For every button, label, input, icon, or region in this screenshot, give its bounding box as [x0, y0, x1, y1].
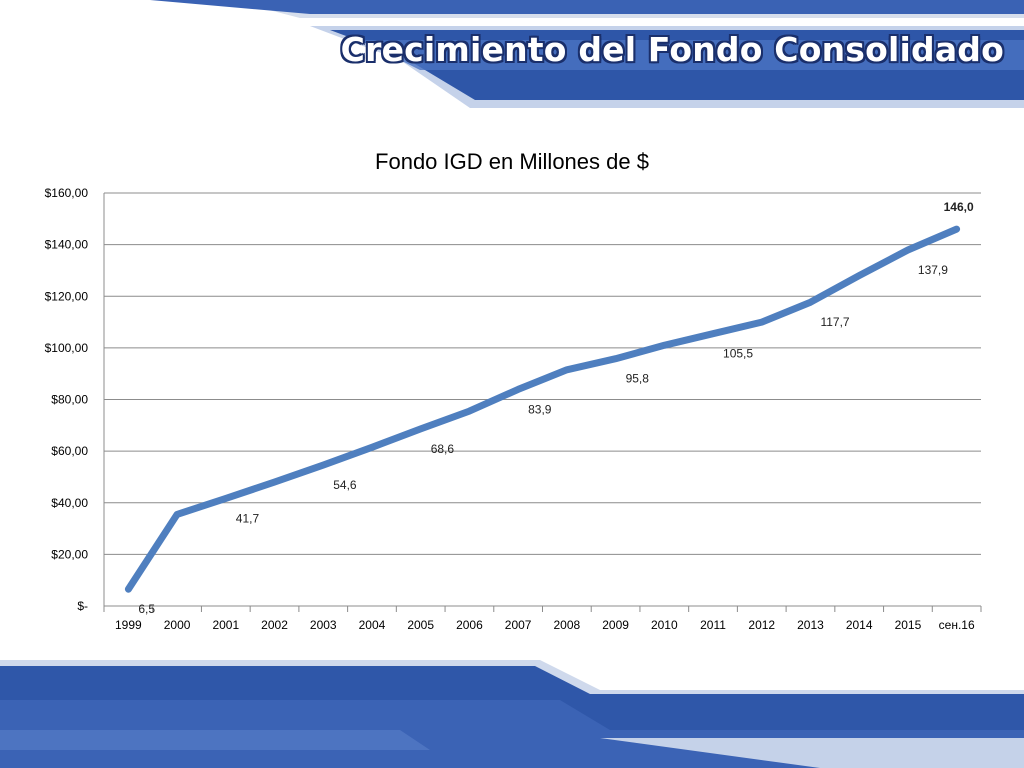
y-tick-label: $140,00: [45, 238, 89, 252]
data-label: 68,6: [431, 442, 455, 456]
y-tick-label: $80,00: [51, 393, 88, 407]
x-tick-label: 2004: [359, 618, 386, 632]
header-band: [120, 0, 1024, 108]
data-label: 146,0: [944, 200, 974, 214]
chart-title: Fondo IGD en Millones de $: [375, 149, 649, 174]
x-tick-label: 2000: [164, 618, 191, 632]
data-label: 137,9: [918, 263, 948, 277]
x-tick-label: 2009: [602, 618, 629, 632]
data-label: 105,5: [723, 347, 753, 361]
data-label: 117,7: [820, 315, 849, 329]
y-tick-label: $40,00: [51, 496, 88, 510]
footer-band: [0, 660, 1024, 768]
x-tick-label: 2005: [407, 618, 434, 632]
x-tick-label: 2008: [554, 618, 581, 632]
x-tick-label: 2013: [797, 618, 824, 632]
data-label: 83,9: [528, 402, 552, 416]
series-line-path: [124, 225, 961, 593]
y-tick-label: $160,00: [45, 186, 89, 200]
x-tick-label: 2003: [310, 618, 337, 632]
series-line: [124, 225, 961, 593]
x-tick-label: 2007: [505, 618, 532, 632]
x-tick-label: 2012: [748, 618, 775, 632]
x-tick-labels: 1999 2000 2001 2002 2003 2004 2005 2006 2007 2008…: [115, 618, 975, 632]
y-tick-label: $120,00: [45, 289, 89, 303]
x-tick-label: 2006: [456, 618, 483, 632]
y-tick-label: $60,00: [51, 444, 88, 458]
x-tick-label: сен.16: [939, 618, 975, 632]
y-tick-label: $-: [77, 599, 88, 613]
gridlines: [104, 192, 981, 555]
data-label: 95,8: [626, 372, 650, 386]
data-label: 6,5: [138, 602, 155, 616]
y-tick-label: $20,00: [51, 547, 88, 561]
x-tick-label: 2015: [895, 618, 922, 632]
data-labels: 6,5 41,7 54,6 68,6 83,9 95,8 105,5 117,7 137,9 14…: [138, 200, 974, 616]
x-tick-label: 2011: [700, 618, 726, 632]
y-tick-label: $100,00: [45, 341, 89, 355]
x-tick-label: 2010: [651, 618, 678, 632]
data-label: 54,6: [333, 478, 357, 492]
x-tick-label: 1999: [115, 618, 142, 632]
y-tick-labels: $- $20,00 $40,00 $60,00 $80,00 $100,00 $120,00…: [45, 186, 89, 613]
data-label: 41,7: [236, 511, 260, 525]
x-tick-label: 2002: [261, 618, 288, 632]
x-tick-label: 2001: [212, 618, 239, 632]
axes: [103, 193, 982, 612]
x-tick-label: 2014: [846, 618, 873, 632]
slide-title: Crecimiento del Fondo Consolidado: [340, 30, 1004, 69]
